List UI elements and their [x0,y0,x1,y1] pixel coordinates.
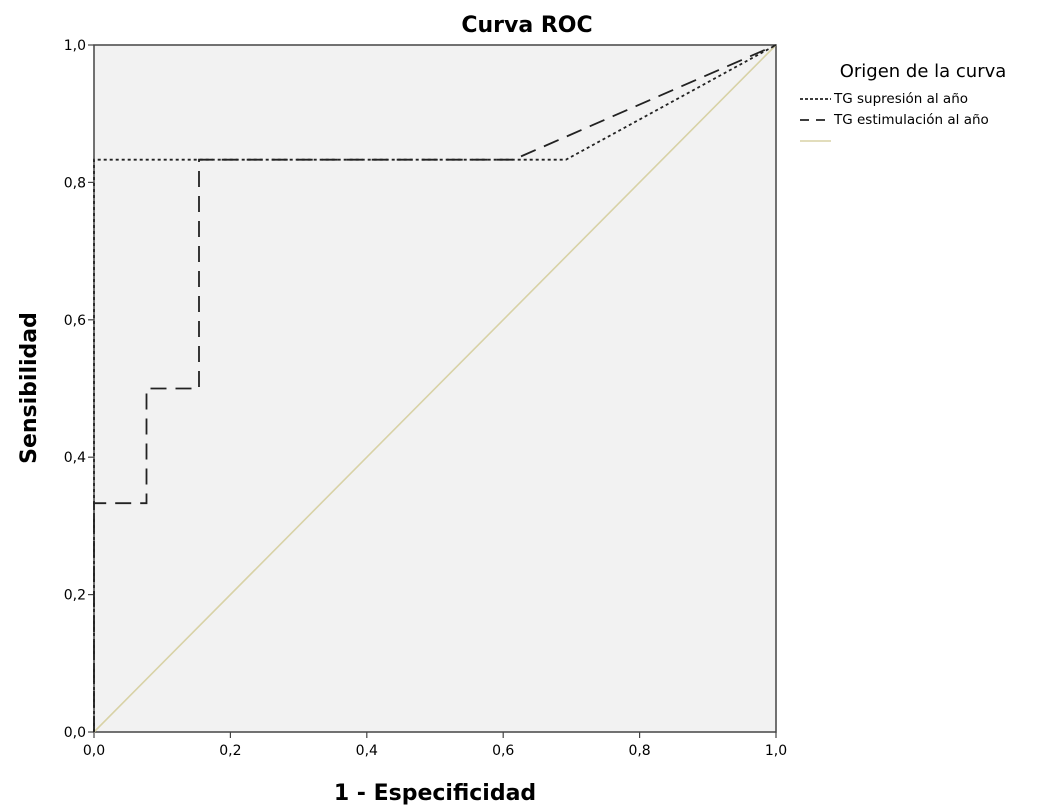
x-tick-label: 1,0 [765,743,787,759]
y-axis-title: Sensibilidad [17,312,42,464]
x-tick-label: 0,2 [219,743,241,759]
series-line-2 [93,44,777,732]
x-tick-label: 0,8 [628,743,650,759]
series-line-3 [93,44,777,733]
y-tick-label: 0,0 [64,725,86,741]
y-tick-label: 0,4 [64,450,86,466]
y-tick-label: 1,0 [64,38,86,54]
x-tick-label: 0,4 [356,743,378,759]
y-tick-label: 0,2 [64,588,86,604]
legend-label-2: TG estimulación al año [833,112,989,128]
y-tick-label: 0,6 [64,313,86,329]
y-tick-label: 0,8 [64,175,86,191]
legend-title: Origen de la curva [840,61,1007,82]
plot-lines [93,44,777,733]
y-axis: 0,0 0,2 0,4 0,6 0,8 1,0 [64,38,94,741]
legend: Origen de la curva TG supresión al año TG… [800,61,1007,142]
x-axis-title: 1 - Especificidad [334,781,536,806]
chart-title: Curva ROC [461,13,592,38]
legend-label-1: TG supresión al año [833,91,968,107]
x-tick-label: 0,6 [492,743,514,759]
x-tick-label: 0,0 [83,743,105,759]
x-axis: 0,0 0,2 0,4 0,6 0,8 1,0 [83,732,787,759]
